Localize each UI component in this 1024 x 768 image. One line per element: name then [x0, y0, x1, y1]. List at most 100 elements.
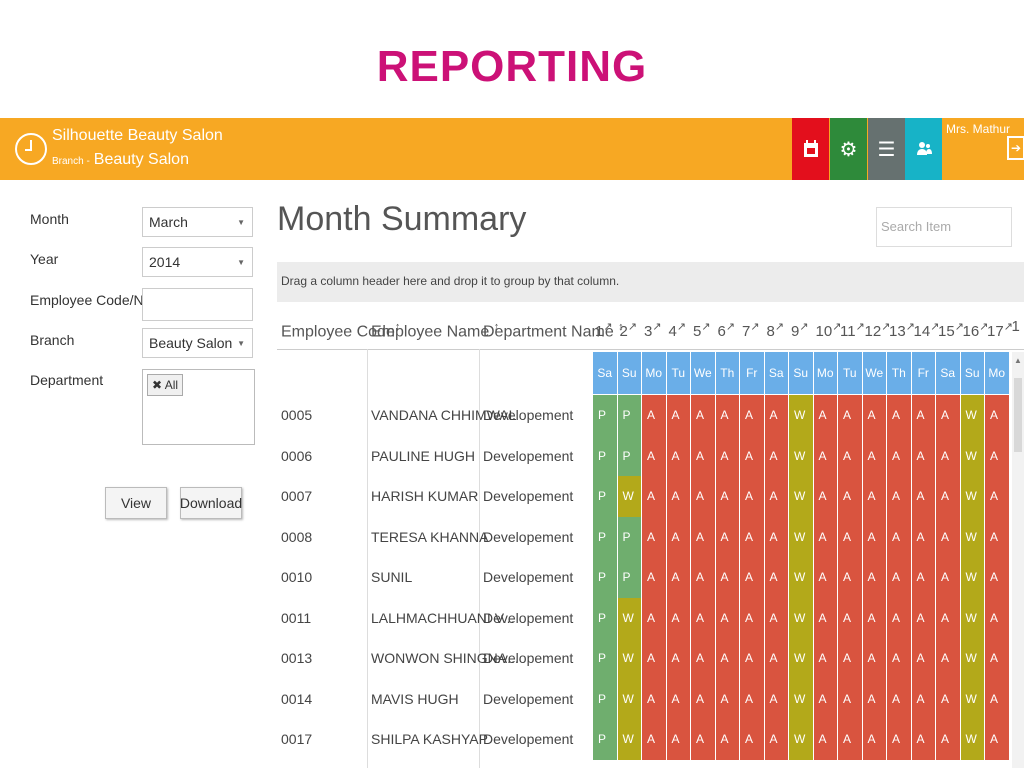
attendance-cell[interactable]: A — [691, 516, 715, 558]
attendance-cell[interactable]: A — [715, 719, 739, 760]
attendance-cell[interactable]: A — [715, 395, 739, 436]
attendance-cell[interactable]: P — [593, 476, 617, 517]
attendance-cell[interactable]: W — [617, 719, 641, 760]
calendar-button[interactable] — [792, 118, 829, 180]
attendance-cell[interactable]: A — [862, 476, 886, 517]
attendance-cell[interactable]: A — [838, 638, 862, 679]
attendance-cell[interactable]: A — [813, 516, 837, 558]
scrollbar-thumb[interactable] — [1014, 378, 1022, 452]
attendance-cell[interactable]: A — [715, 516, 739, 558]
attendance-cell[interactable]: W — [789, 516, 813, 558]
attendance-cell[interactable]: A — [642, 557, 666, 598]
attendance-cell[interactable]: P — [593, 719, 617, 760]
attendance-cell[interactable]: W — [789, 597, 813, 639]
attendance-cell[interactable]: W — [960, 678, 984, 720]
attendance-cell[interactable]: A — [887, 516, 911, 558]
column-header-day[interactable]: 1 — [1011, 318, 1020, 335]
attendance-cell[interactable]: A — [691, 678, 715, 720]
attendance-cell[interactable]: A — [764, 719, 788, 760]
attendance-cell[interactable]: A — [862, 678, 886, 720]
attendance-cell[interactable]: A — [740, 395, 764, 436]
column-header-day[interactable]: 17↗ — [987, 305, 1013, 349]
attendance-cell[interactable]: A — [838, 719, 862, 760]
attendance-cell[interactable]: A — [740, 476, 764, 517]
attendance-cell[interactable]: A — [666, 719, 690, 760]
attendance-cell[interactable]: W — [789, 435, 813, 477]
attendance-cell[interactable]: W — [960, 395, 984, 436]
attendance-cell[interactable]: P — [593, 395, 617, 436]
attendance-cell[interactable]: A — [838, 476, 862, 517]
attendance-cell[interactable]: A — [936, 719, 960, 760]
attendance-cell[interactable]: A — [887, 435, 911, 477]
attendance-cell[interactable]: A — [911, 678, 935, 720]
attendance-cell[interactable]: A — [936, 476, 960, 517]
attendance-cell[interactable]: W — [960, 597, 984, 639]
attendance-cell[interactable]: A — [715, 638, 739, 679]
attendance-cell[interactable]: W — [617, 597, 641, 639]
column-header-day[interactable]: 2↗ — [620, 305, 638, 349]
attendance-cell[interactable]: A — [985, 597, 1009, 639]
attendance-cell[interactable]: A — [985, 638, 1009, 679]
attendance-cell[interactable]: A — [887, 719, 911, 760]
attendance-cell[interactable]: W — [960, 557, 984, 598]
attendance-cell[interactable]: A — [862, 557, 886, 598]
attendance-cell[interactable]: A — [642, 516, 666, 558]
attendance-cell[interactable]: A — [936, 395, 960, 436]
attendance-cell[interactable]: A — [740, 638, 764, 679]
department-multiselect[interactable]: ✖ All — [142, 369, 255, 445]
column-header-day[interactable]: 13↗ — [889, 305, 915, 349]
scroll-up-icon[interactable]: ▲ — [1014, 356, 1022, 365]
attendance-cell[interactable]: P — [617, 435, 641, 477]
column-header-day[interactable]: 4↗ — [669, 305, 687, 349]
settings-button[interactable]: ⚙ — [830, 118, 867, 180]
attendance-cell[interactable]: W — [789, 476, 813, 517]
attendance-cell[interactable]: A — [764, 476, 788, 517]
attendance-cell[interactable]: A — [764, 395, 788, 436]
attendance-cell[interactable]: A — [985, 719, 1009, 760]
attendance-cell[interactable]: A — [813, 476, 837, 517]
attendance-cell[interactable]: A — [862, 638, 886, 679]
column-header-day[interactable]: 15↗ — [938, 305, 964, 349]
attendance-cell[interactable]: A — [887, 638, 911, 679]
attendance-cell[interactable]: A — [936, 678, 960, 720]
branch-select[interactable]: Beauty Salon ▼ — [142, 328, 253, 358]
attendance-cell[interactable]: A — [887, 395, 911, 436]
remove-icon[interactable]: ✖ — [152, 378, 163, 392]
attendance-cell[interactable]: A — [813, 435, 837, 477]
attendance-cell[interactable]: A — [715, 476, 739, 517]
attendance-cell[interactable]: A — [838, 395, 862, 436]
attendance-cell[interactable]: A — [740, 557, 764, 598]
attendance-cell[interactable]: A — [642, 638, 666, 679]
attendance-cell[interactable]: W — [617, 476, 641, 517]
attendance-cell[interactable]: A — [764, 557, 788, 598]
list-button[interactable]: ☰ — [868, 118, 905, 180]
column-header-day[interactable]: 11↗ — [840, 305, 865, 349]
attendance-cell[interactable]: A — [764, 516, 788, 558]
attendance-cell[interactable]: A — [911, 516, 935, 558]
column-header-day[interactable]: 1↗ — [595, 305, 613, 349]
attendance-cell[interactable]: A — [666, 557, 690, 598]
attendance-cell[interactable]: A — [691, 719, 715, 760]
attendance-cell[interactable]: A — [862, 597, 886, 639]
attendance-cell[interactable]: W — [789, 557, 813, 598]
column-header-day[interactable]: 7↗ — [742, 305, 760, 349]
user-name[interactable]: Mrs. Mathur — [946, 122, 1011, 136]
attendance-cell[interactable]: A — [715, 597, 739, 639]
attendance-cell[interactable]: A — [740, 719, 764, 760]
employee-input[interactable] — [142, 288, 253, 321]
attendance-cell[interactable]: A — [666, 678, 690, 720]
attendance-cell[interactable]: A — [813, 638, 837, 679]
attendance-cell[interactable]: P — [617, 557, 641, 598]
attendance-cell[interactable]: W — [960, 516, 984, 558]
column-header-employee-name[interactable]: Employee Name ↕ — [371, 305, 499, 349]
attendance-cell[interactable]: A — [911, 557, 935, 598]
attendance-cell[interactable]: A — [764, 678, 788, 720]
attendance-cell[interactable]: W — [617, 638, 641, 679]
attendance-cell[interactable]: A — [740, 516, 764, 558]
attendance-cell[interactable]: A — [642, 719, 666, 760]
attendance-cell[interactable]: A — [936, 557, 960, 598]
attendance-cell[interactable]: A — [691, 597, 715, 639]
download-button[interactable]: Download — [180, 487, 242, 519]
attendance-cell[interactable]: A — [862, 719, 886, 760]
attendance-cell[interactable]: A — [911, 597, 935, 639]
